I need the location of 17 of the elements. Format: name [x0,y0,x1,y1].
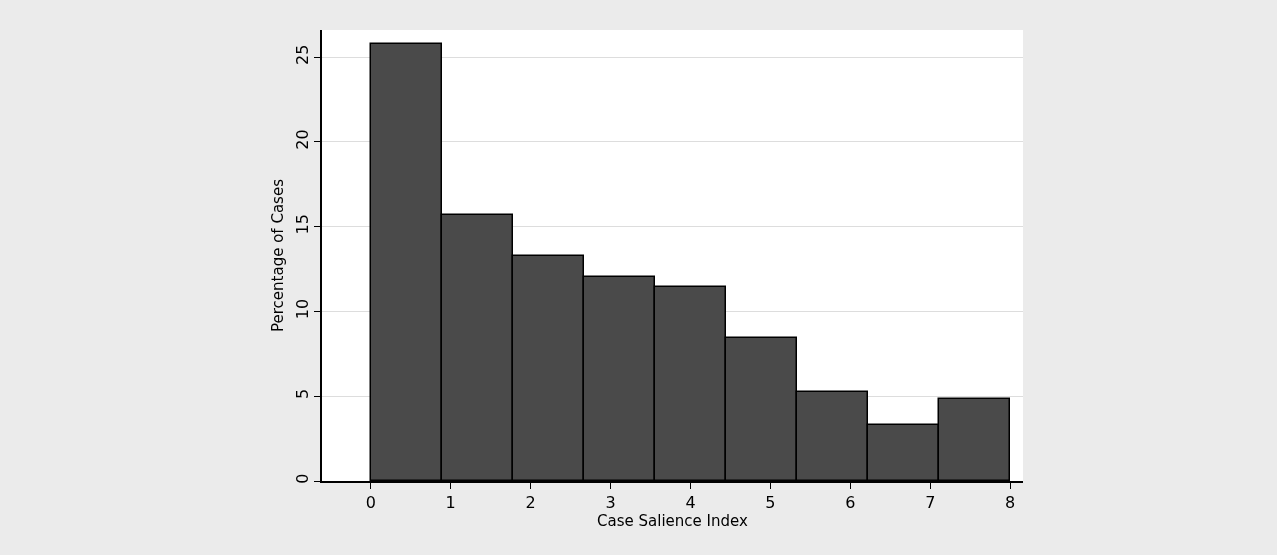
x-tick-label: 7 [925,492,936,512]
x-tick-label: 4 [685,492,696,512]
x-tick-label: 2 [525,492,536,512]
y-tick-label: 20 [292,129,312,150]
x-tick-label: 8 [1005,492,1016,512]
x-tick-label: 1 [445,492,456,512]
x-tick-label: 6 [845,492,856,512]
y-tick-label: 15 [292,214,312,235]
x-tick-label: 5 [765,492,776,512]
x-axis-title: Case Salience Index [597,511,749,530]
x-tick-label: 3 [605,492,616,512]
y-tick-label: 5 [292,388,312,399]
x-tick-label: 0 [365,492,376,512]
y-tick-label: 10 [292,298,312,320]
y-axis-title: Percentage of Cases [268,178,287,332]
y-tick-label: 0 [292,473,312,484]
y-tick-label: 25 [292,44,312,65]
